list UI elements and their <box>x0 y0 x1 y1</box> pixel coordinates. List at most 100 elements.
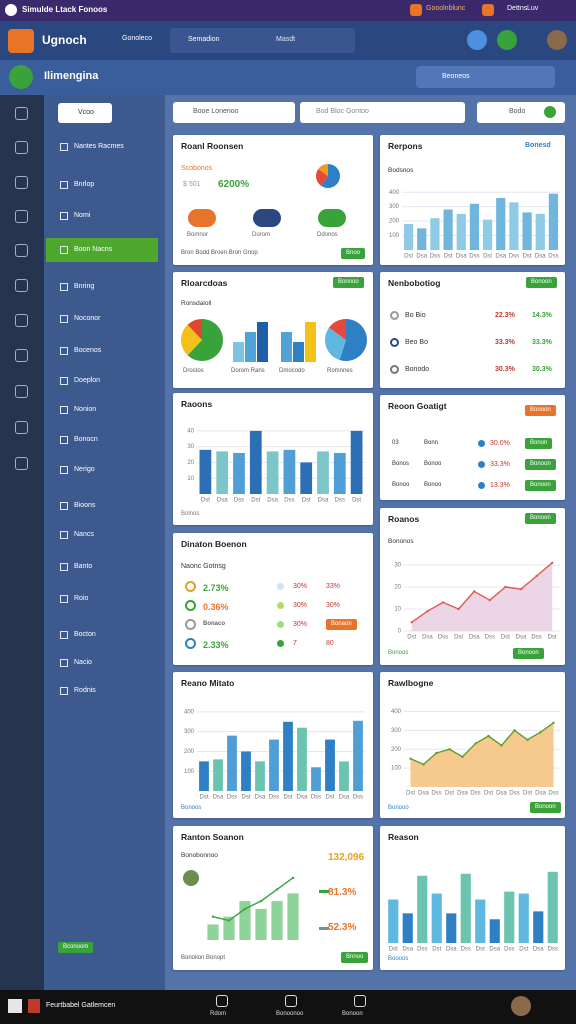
bar <box>216 451 229 494</box>
button[interactable]: Bonoon <box>526 277 557 288</box>
menu-item[interactable]: Nerigo <box>74 466 95 473</box>
alert-icon <box>410 4 422 16</box>
point <box>435 751 438 755</box>
button[interactable]: Bonoon <box>525 480 556 491</box>
row-value: 7 <box>293 640 297 647</box>
row-name: Bonoo <box>424 482 442 488</box>
top-link[interactable]: Luv <box>527 5 539 12</box>
card: Reano Mitato 100 200 300 400 Dst Dsa Dss Dst Dsa D… <box>173 672 373 818</box>
line <box>411 562 553 623</box>
y-tick-label: 100 <box>184 769 195 775</box>
filter: Masdt <box>276 36 296 43</box>
link[interactable]: Bonesd <box>525 142 551 149</box>
menu-item[interactable]: Bocenos <box>74 347 102 354</box>
button[interactable]: Bonon <box>525 438 553 449</box>
menu-item[interactable]: Banto <box>74 563 93 570</box>
top-link[interactable]: Dettns <box>507 5 528 12</box>
button[interactable]: Bonoon <box>525 459 556 470</box>
rail-icon[interactable] <box>15 314 28 327</box>
menu-item[interactable]: Noconor <box>74 315 101 322</box>
button[interactable]: Bonoon <box>525 513 556 524</box>
bar <box>504 891 515 943</box>
menu-item[interactable]: Nomi <box>74 212 91 219</box>
button[interactable]: Bonnoo <box>333 277 364 288</box>
nav-link[interactable]: Gonoleco <box>122 35 152 42</box>
menu-item[interactable]: Bonocn <box>74 436 98 443</box>
avatar[interactable] <box>547 30 567 50</box>
menu-item[interactable]: Nacio <box>74 659 92 666</box>
button[interactable]: Bonaon <box>326 619 357 630</box>
bar <box>271 901 283 940</box>
footer-text: Bolnos <box>181 511 200 517</box>
menu-item[interactable]: Bnrlop <box>74 181 95 188</box>
x-tick-label: Dss <box>504 947 514 953</box>
area-fill <box>411 562 553 631</box>
bar <box>456 213 466 250</box>
x-tick-label: Dst <box>326 795 335 801</box>
rail-icon[interactable] <box>15 421 28 434</box>
rail-icon[interactable] <box>15 279 28 292</box>
menu-item[interactable]: Nancs <box>74 531 94 538</box>
rail-icon[interactable] <box>15 457 28 470</box>
x-tick-label: Dst <box>519 947 528 953</box>
menu-item[interactable]: Bocton <box>74 631 96 638</box>
button[interactable]: Bonoon <box>513 648 544 659</box>
search-box[interactable]: Bod Bloc Gontoo <box>300 102 465 123</box>
button[interactable]: Bconoom <box>58 942 94 953</box>
search-box[interactable]: Semadion Masdt <box>170 28 355 53</box>
rail-icon[interactable] <box>15 176 28 189</box>
avatar[interactable] <box>497 30 517 50</box>
menu-item[interactable]: Nonion <box>74 406 97 413</box>
select[interactable]: Booe Lonenoo <box>173 102 295 123</box>
row-value: 0.36% <box>203 602 229 612</box>
bar <box>255 761 265 791</box>
x-tick-label: Dsa <box>255 795 266 801</box>
rail-icon[interactable] <box>15 385 28 398</box>
menu-item[interactable]: Doeplon <box>74 377 101 384</box>
menu-item[interactable]: Bnring <box>74 283 95 290</box>
top-link[interactable]: Gooolnblunc <box>426 5 466 12</box>
row-value: 30% <box>293 621 308 628</box>
footer-text: Boooos <box>388 956 409 962</box>
rail-icon[interactable] <box>15 141 28 154</box>
menu-item[interactable]: Bioons <box>74 502 96 509</box>
avatar[interactable] <box>511 996 531 1016</box>
row-code: Bonos <box>392 461 410 467</box>
menu-item[interactable]: Roio <box>74 595 89 602</box>
rail-icon[interactable] <box>15 349 28 362</box>
menu-item[interactable]: Boon Nacns <box>74 246 113 253</box>
card: Reoon Goatigt Bonoon 03 Bonn 30.0% Bonon Bonos… <box>380 395 565 500</box>
app-label: Rdom <box>210 1011 227 1017</box>
x-tick-label: Dst <box>404 254 413 260</box>
x-tick-label: Dst <box>523 254 532 260</box>
rail-icon[interactable] <box>15 244 28 257</box>
select[interactable]: Vcoo <box>58 103 112 123</box>
button[interactable]: Bnnoo <box>341 952 369 963</box>
app-icon[interactable] <box>354 995 366 1007</box>
app-icon[interactable] <box>216 995 228 1007</box>
point <box>551 561 554 564</box>
menu-item[interactable]: Rodnis <box>74 687 96 694</box>
app-icon[interactable] <box>285 995 297 1007</box>
menu-icon <box>60 595 68 603</box>
bar <box>431 893 442 943</box>
y-tick-label: 400 <box>389 190 400 196</box>
x-tick-label: Dst <box>302 498 311 504</box>
button[interactable]: Bnoo <box>341 248 366 259</box>
avatar[interactable] <box>467 30 487 50</box>
filter-box[interactable]: Bodo <box>477 102 565 123</box>
rail-icon[interactable] <box>15 107 28 120</box>
subtitle: Bodsnos <box>388 167 414 174</box>
row-name: Bo Bio <box>405 312 426 319</box>
menu-item[interactable]: Nantes Racmes <box>74 143 124 150</box>
button[interactable]: Bonoon <box>530 802 561 813</box>
card-title: Rawlbogne <box>388 678 434 688</box>
x-tick-label: Dst <box>454 635 463 641</box>
x-tick-label: Dss <box>431 791 441 797</box>
button[interactable]: Bonoon <box>525 405 556 416</box>
rail-icon[interactable] <box>15 210 28 223</box>
point <box>513 729 516 732</box>
pie-slice <box>187 319 223 361</box>
search-box[interactable]: Beoneos <box>416 66 555 88</box>
